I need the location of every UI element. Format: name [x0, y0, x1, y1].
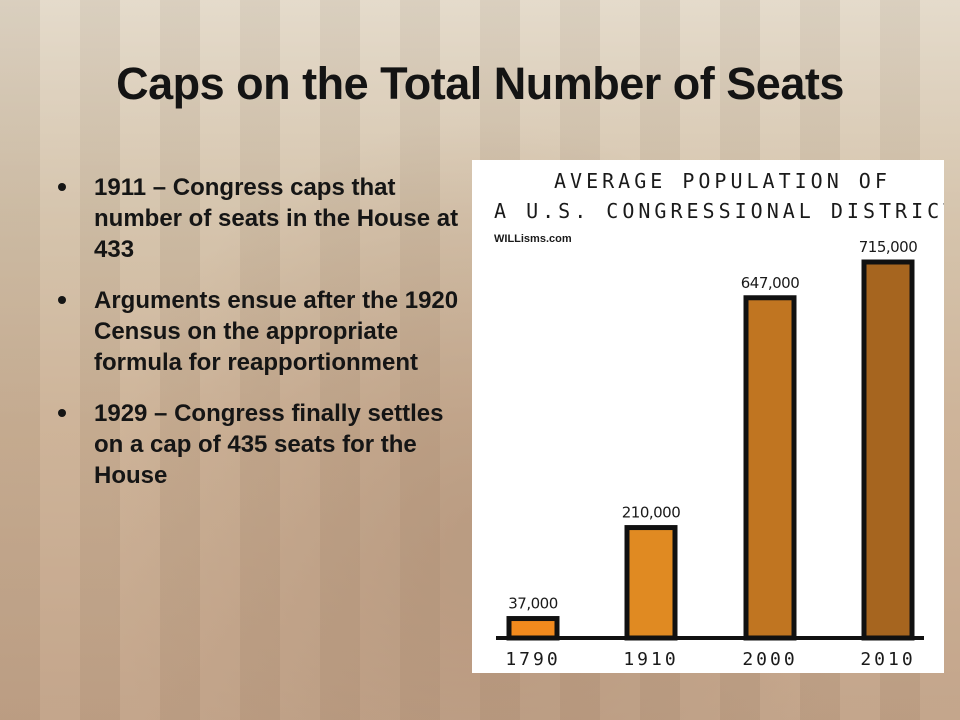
bars-group: 37,000 210,000 647,000 715,000: [506, 238, 918, 641]
bullet-item: 1911 – Congress caps that number of seat…: [58, 172, 468, 265]
bullet-text: Arguments ensue after the 1920 Census on…: [94, 287, 459, 376]
bullet-dot-icon: [58, 183, 66, 191]
x-labels-group: 1790 1910 2000 2010: [505, 649, 915, 670]
bullet-text: 1929 – Congress finally settles on a cap…: [94, 400, 444, 489]
bullet-text: 1911 – Congress caps that number of seat…: [94, 174, 459, 263]
value-label-1790: 37,000: [508, 595, 558, 613]
chart-panel: AVERAGE POPULATION OF A U.S. CONGRESSION…: [472, 160, 944, 673]
chart-credit: WILLisms.com: [494, 233, 572, 245]
bullet-list: 1911 – Congress caps that number of seat…: [58, 172, 468, 511]
chart-title-line2: A U.S. CONGRESSIONAL DISTRICT: [494, 199, 944, 223]
x-tick-label-1910: 1910: [623, 649, 678, 670]
slide-title: Caps on the Total Number of Seats: [116, 58, 844, 109]
bullet-dot-icon: [58, 409, 66, 417]
value-label-1910: 210,000: [622, 504, 681, 522]
bullet-item: 1929 – Congress finally settles on a cap…: [58, 398, 468, 491]
value-label-2000: 647,000: [741, 274, 800, 292]
value-label-2010: 715,000: [859, 238, 918, 256]
bar-2000: [743, 295, 797, 641]
bar-1910: [624, 525, 678, 641]
bar-1790: [506, 616, 560, 641]
bullet-item: Arguments ensue after the 1920 Census on…: [58, 285, 468, 378]
bullet-dot-icon: [58, 296, 66, 304]
bar-chart: AVERAGE POPULATION OF A U.S. CONGRESSION…: [494, 169, 944, 670]
x-tick-label-1790: 1790: [505, 649, 560, 670]
bar-2010: [861, 259, 915, 641]
chart-title-line1: AVERAGE POPULATION OF: [554, 169, 891, 193]
x-tick-label-2000: 2000: [742, 649, 797, 670]
x-tick-label-2010: 2010: [860, 649, 915, 670]
